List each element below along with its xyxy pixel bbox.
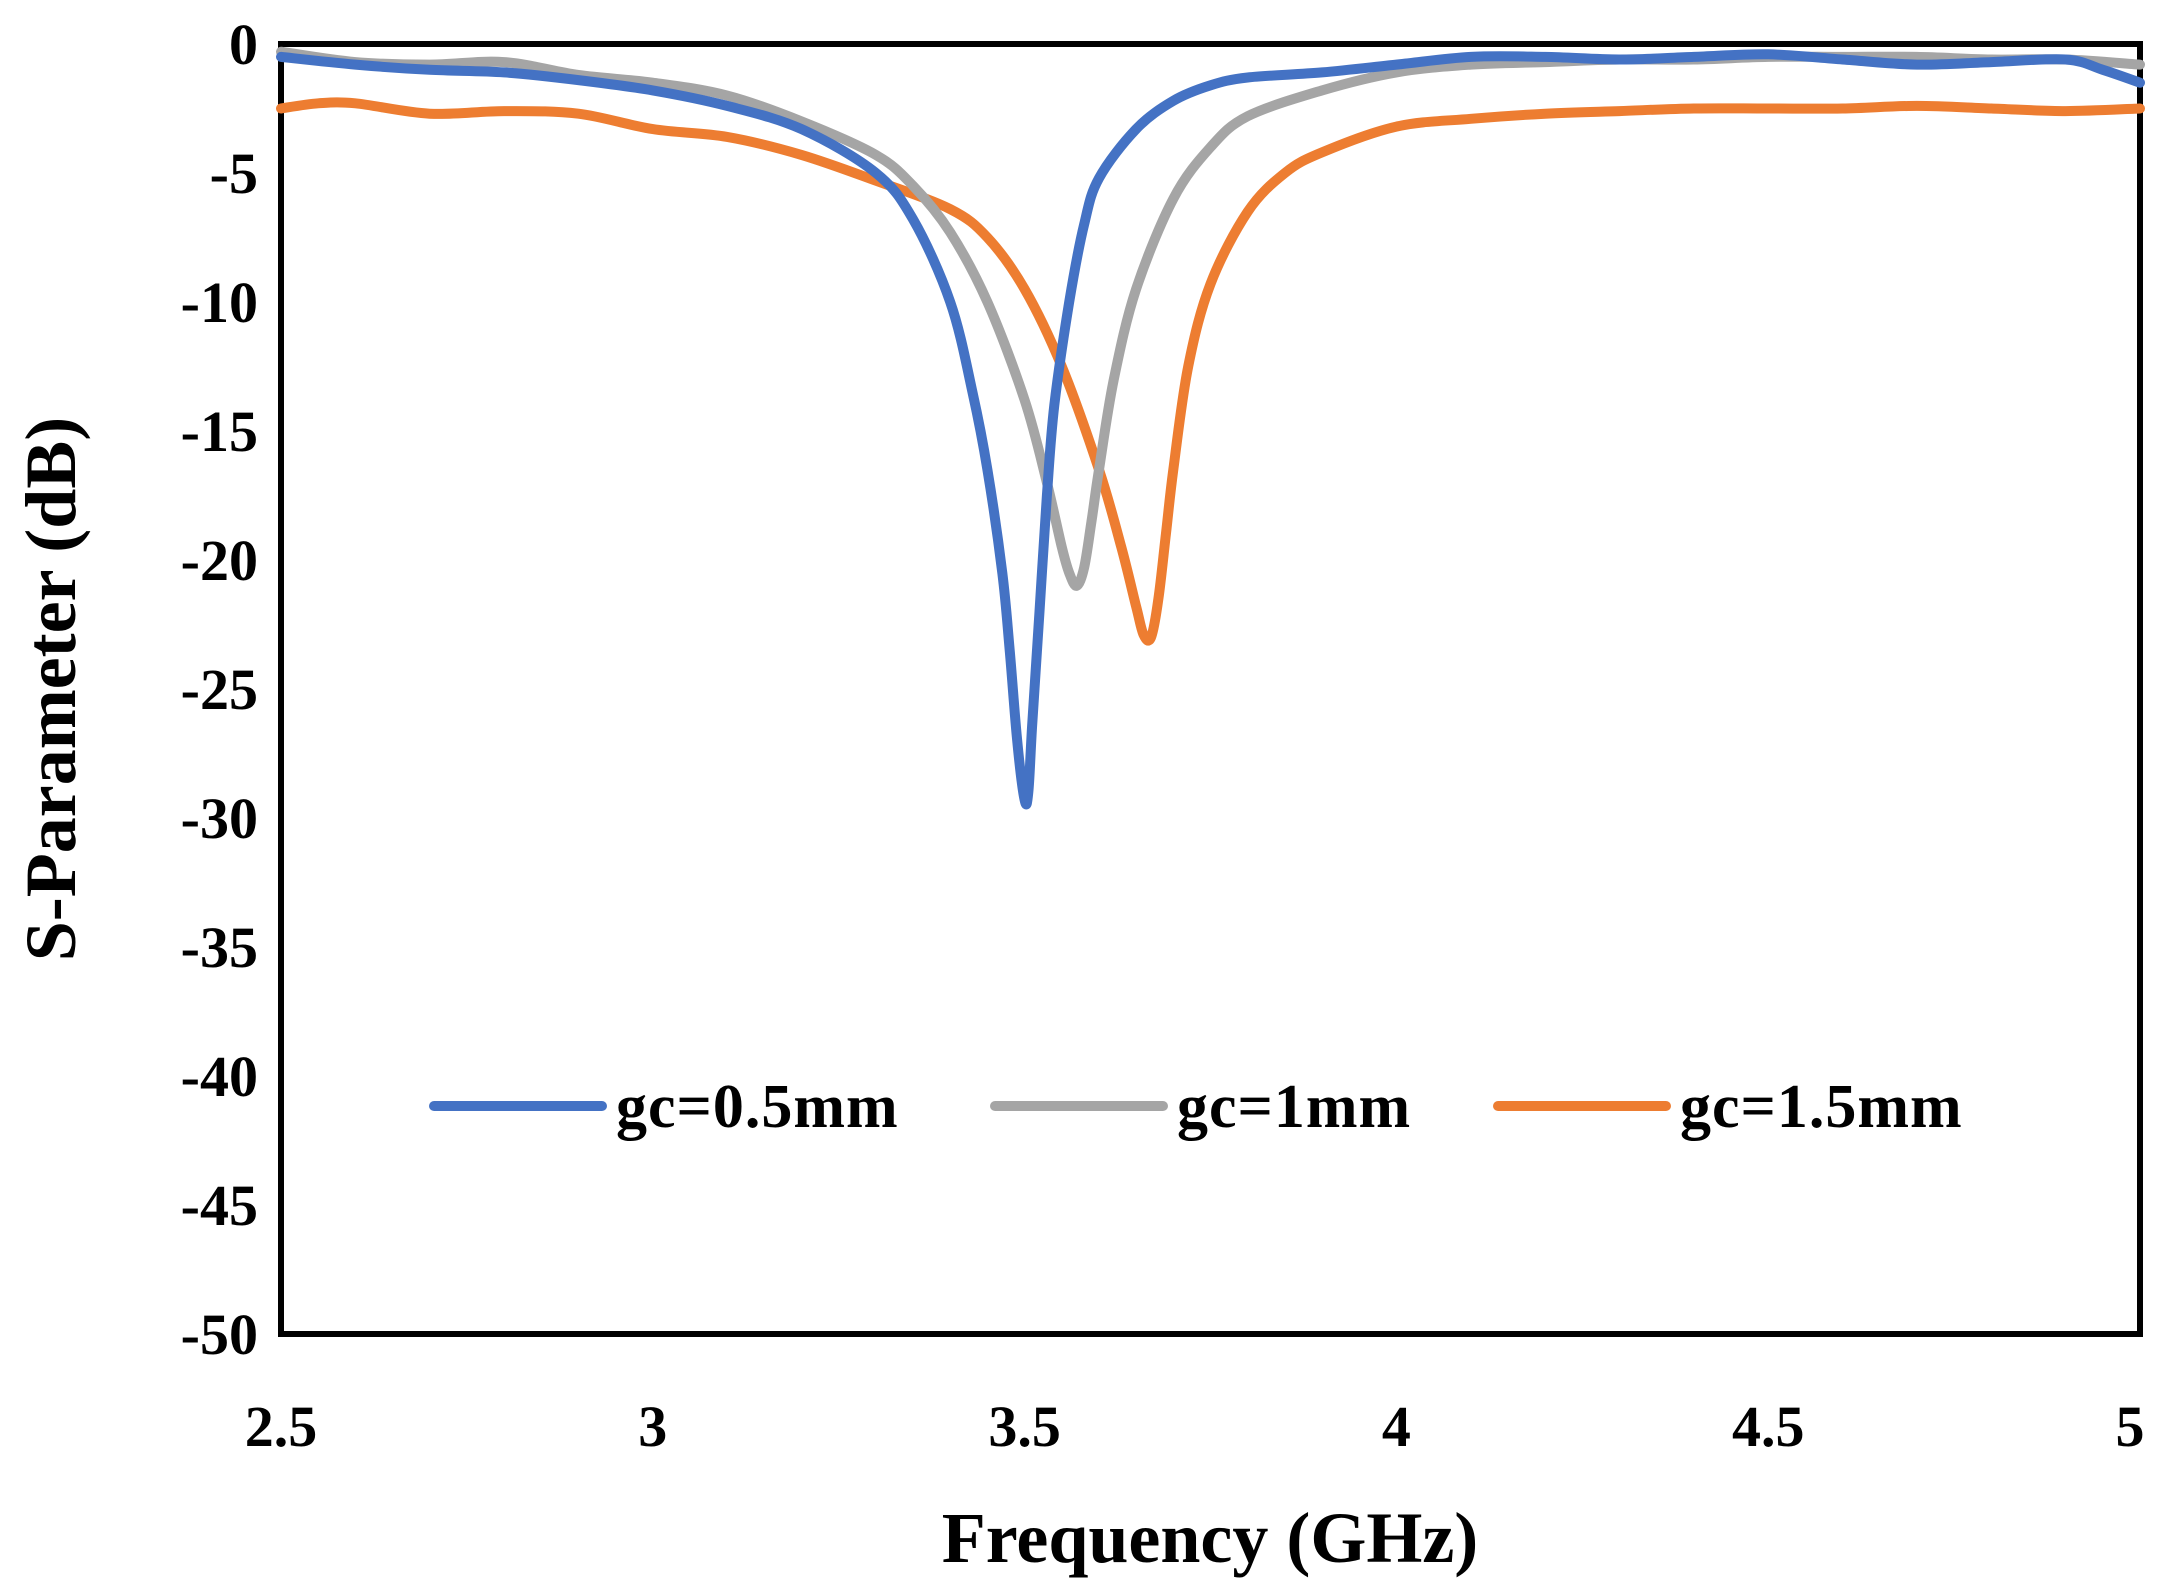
- y-axis-ticks: 0 -5 -10 -15 -20 -25 -30 -35 -40 -45 -50: [181, 12, 258, 1367]
- y-axis-title: S-Parameter (dB): [11, 417, 91, 962]
- x-axis-title: Frequency (GHz): [942, 1498, 1479, 1578]
- x-axis-ticks: 2.5 3 3.5 4 4.5 5: [245, 1394, 2145, 1459]
- series-line-gc-1-5mm: [276, 97, 2145, 646]
- y-tick-label: -50: [181, 1302, 258, 1367]
- y-tick-label: -10: [181, 270, 258, 335]
- legend: gc=0.5mm gc=1mm gc=1.5mm: [429, 1073, 1963, 1141]
- y-tick-label: -45: [181, 1173, 258, 1238]
- x-tick-label: 4: [1382, 1394, 1411, 1459]
- y-tick-label: 0: [229, 12, 258, 77]
- x-tick-label: 5: [2116, 1394, 2145, 1459]
- y-tick-label: -35: [181, 915, 258, 980]
- legend-label-gc-0-5mm: gc=0.5mm: [616, 1073, 899, 1141]
- legend-label-gc-1mm: gc=1mm: [1177, 1073, 1411, 1141]
- y-tick-label: -15: [181, 399, 258, 464]
- series-group: [276, 46, 2145, 810]
- legend-label-gc-1-5mm: gc=1.5mm: [1680, 1073, 1963, 1141]
- y-tick-label: -30: [181, 786, 258, 851]
- y-tick-label: -40: [181, 1044, 258, 1109]
- x-tick-label: 3: [638, 1394, 667, 1459]
- series-line-gc-0-5mm: [276, 49, 2145, 810]
- y-tick-label: -5: [210, 141, 258, 206]
- y-tick-label: -25: [181, 657, 258, 722]
- x-tick-label: 3.5: [988, 1394, 1061, 1459]
- plot-area: [278, 41, 2143, 1337]
- x-tick-label: 4.5: [1732, 1394, 1805, 1459]
- x-tick-label: 2.5: [245, 1394, 318, 1459]
- y-tick-label: -20: [181, 528, 258, 593]
